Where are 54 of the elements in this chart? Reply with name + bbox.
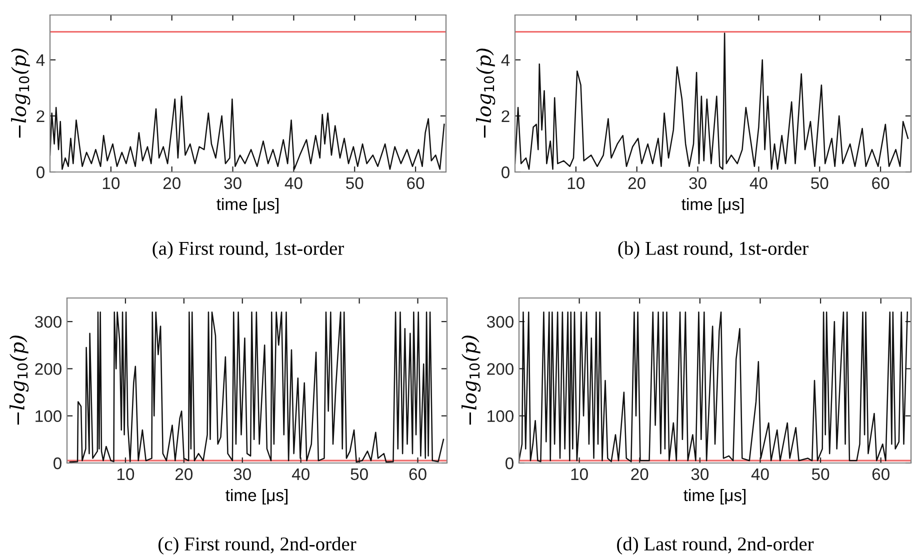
y-tick-label: 200 — [35, 363, 62, 375]
x-axis-title: time [μs] — [682, 198, 744, 214]
x-tick-label: 30 — [234, 468, 252, 480]
y-axis-title: −log$_{10}$(p) — [462, 336, 481, 425]
text: (d) Last round, 2nd-order — [617, 536, 814, 555]
y-tick-label: 300 — [486, 316, 514, 328]
y-tick-label: 100 — [36, 410, 62, 422]
x-tick-label: 50 — [350, 468, 368, 480]
y-axis-title: −log$_{10}$(p) — [476, 48, 496, 138]
x-tick-label: 40 — [750, 177, 768, 190]
line-series — [515, 32, 909, 170]
y-tick-label: 0 — [506, 457, 514, 470]
line-series — [519, 312, 908, 462]
x-tick-label: 10 — [117, 468, 134, 480]
x-tick-label: 30 — [224, 177, 242, 190]
x-tick-label: 60 — [409, 468, 426, 480]
y-tick-label: 0 — [54, 457, 62, 470]
x-tick-label: 20 — [175, 468, 193, 480]
y-tick-label: 200 — [487, 363, 514, 375]
x-tick-label: 20 — [163, 177, 180, 190]
line-series — [69, 312, 444, 463]
x-tick-label: 40 — [751, 468, 769, 480]
y-tick-label: 2 — [36, 110, 44, 122]
y-tick-label: 300 — [34, 316, 62, 328]
y-tick-label: 0 — [36, 166, 44, 178]
x-tick-label: 40 — [292, 468, 310, 480]
x-tick-label: 10 — [571, 468, 588, 480]
y-axis-title: −log$_{10}$(p) — [11, 48, 30, 138]
line-series — [50, 96, 445, 170]
y-tick-label: 0 — [502, 166, 510, 178]
y-tick-label: 2 — [502, 110, 510, 122]
x-tick-label: 50 — [812, 468, 830, 480]
y-tick-label: 100 — [488, 410, 514, 422]
x-tick-label: 60 — [407, 177, 424, 190]
x-tick-label: 30 — [691, 468, 709, 480]
x-tick-label: 60 — [872, 177, 890, 190]
x-tick-label: 20 — [628, 177, 646, 190]
y-tick-label: 4 — [36, 54, 45, 66]
x-tick-label: 10 — [568, 177, 585, 190]
y-tick-label: 4 — [501, 54, 510, 66]
text: (c) First round, 2nd-order — [158, 536, 356, 555]
x-axis-title: time [μs] — [684, 488, 746, 504]
x-tick-label: 10 — [102, 177, 120, 190]
y-axis-title: −log$_{10}$(p) — [10, 336, 29, 425]
x-tick-label: 40 — [284, 177, 302, 190]
x-tick-label: 50 — [346, 177, 364, 190]
text: (a) First round, 1st-order — [152, 241, 344, 259]
x-tick-label: 20 — [631, 468, 648, 480]
x-axis-title: time [μs] — [226, 488, 288, 504]
x-axis-title: time [μs] — [216, 198, 278, 214]
x-tick-label: 60 — [872, 468, 890, 480]
x-tick-label: 50 — [811, 177, 828, 190]
x-tick-label: 30 — [689, 177, 706, 190]
text: (b) Last round, 1st-order — [618, 241, 808, 259]
